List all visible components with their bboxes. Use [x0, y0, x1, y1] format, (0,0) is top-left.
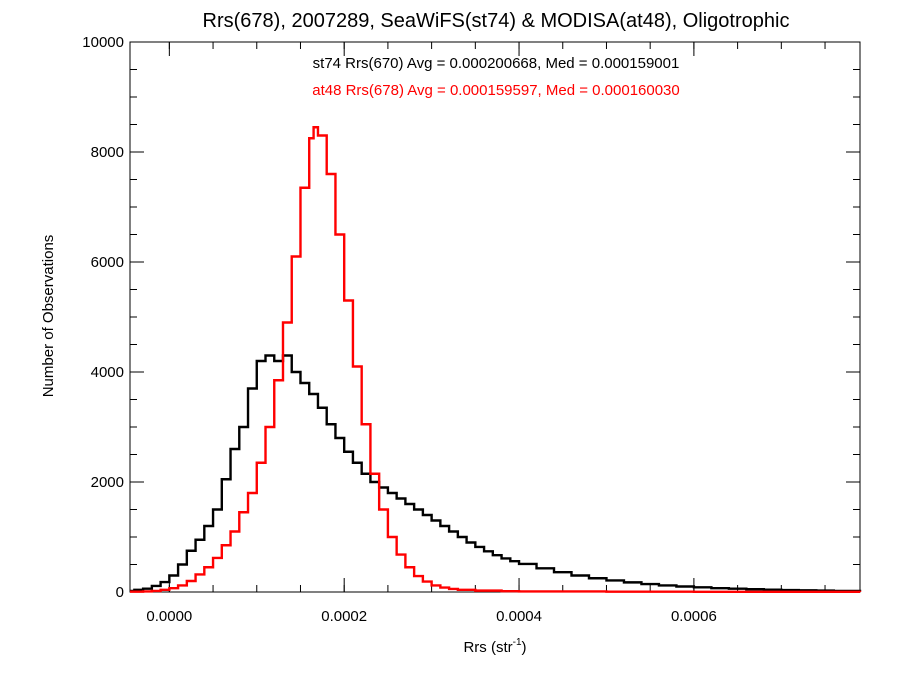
series-group — [130, 126, 862, 594]
annotation-st74: st74 Rrs(670) Avg = 0.000200668, Med = 0… — [313, 55, 680, 72]
x-tick-label: 0.0000 — [146, 608, 192, 625]
axis-ticks — [130, 41, 860, 593]
x-axis-label-exponent: -1 — [513, 637, 522, 648]
plot-frame — [129, 41, 861, 593]
x-tick-label: 0.0002 — [321, 608, 367, 625]
x-axis-label-base: Rrs (str — [463, 639, 512, 656]
y-tick-labels: 0 2000 4000 6000 8000 10000 — [82, 34, 124, 601]
x-tick-label: 0.0004 — [496, 608, 542, 625]
chart-title: Rrs(678), 2007289, SeaWiFS(st74) & MODIS… — [203, 10, 790, 32]
x-axis-label-close: ) — [522, 639, 527, 656]
y-tick-label: 10000 — [82, 34, 124, 51]
x-tick-label: 0.0006 — [671, 608, 717, 625]
y-tick-label: 8000 — [91, 144, 124, 161]
y-tick-label: 6000 — [91, 254, 124, 271]
y-tick-label: 4000 — [91, 364, 124, 381]
y-tick-label: 0 — [116, 584, 124, 601]
series-st74-histogram — [130, 354, 862, 593]
y-tick-label: 2000 — [91, 474, 124, 491]
annotation-at48: at48 Rrs(678) Avg = 0.000159597, Med = 0… — [312, 82, 680, 99]
y-axis-label: Number of Observations — [40, 235, 57, 398]
series-at48-histogram — [130, 126, 862, 594]
x-tick-labels: 0.0000 0.0002 0.0004 0.0006 — [146, 608, 716, 625]
x-axis-label: Rrs (str-1) — [463, 637, 526, 656]
